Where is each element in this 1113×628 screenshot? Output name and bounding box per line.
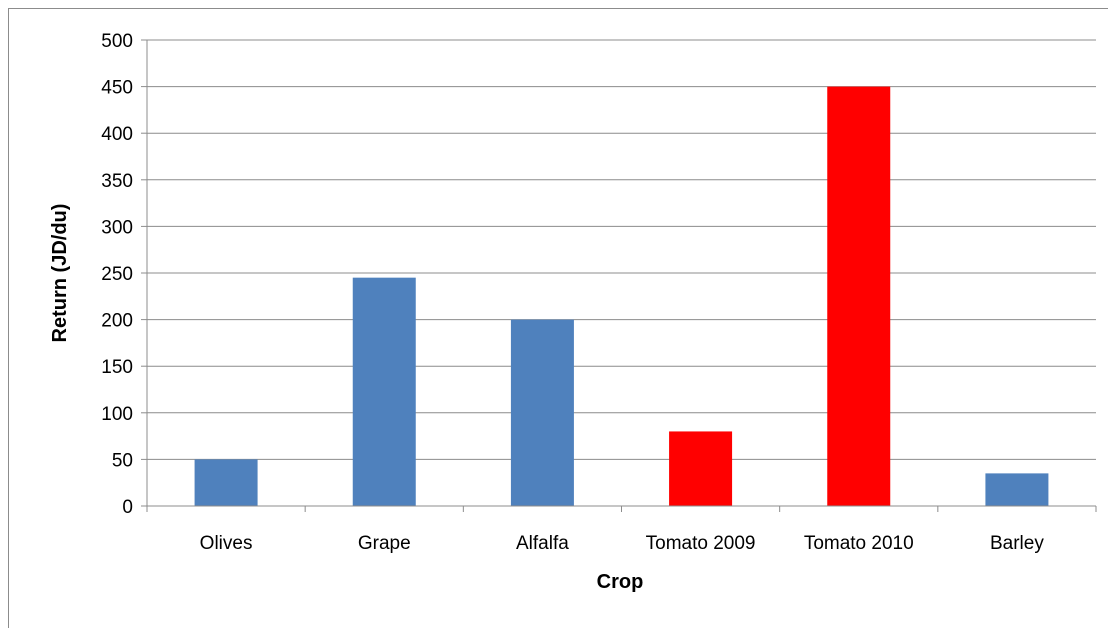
y-tick-label: 450: [101, 78, 133, 99]
x-tick-label: Alfalfa: [516, 533, 569, 554]
y-tick-label: 50: [112, 450, 133, 471]
bar: [194, 459, 258, 506]
y-tick-label: 250: [101, 264, 133, 285]
bar: [985, 473, 1049, 506]
x-tick-label: Olives: [200, 533, 253, 554]
y-tick-label: 200: [101, 311, 133, 332]
x-tick-labels: Olives Grape Alfalfa Tomato 2009 Tomato 2010…: [200, 533, 1045, 554]
y-tick-label: 300: [101, 217, 133, 238]
bar: [669, 431, 733, 506]
bar: [352, 277, 416, 506]
y-tick-label: 350: [101, 171, 133, 192]
y-tick-label: 500: [101, 31, 133, 52]
bar: [510, 319, 574, 506]
y-tick-label: 0: [122, 497, 133, 518]
y-tick-labels: 0 50 100 150 200 250 300 350 400 450 500: [101, 31, 133, 518]
x-tick-label: Tomato 2009: [646, 533, 756, 554]
x-tick-label: Grape: [358, 533, 411, 554]
gridlines: [141, 39, 1096, 507]
axes: [146, 40, 1097, 512]
bars: [194, 86, 1049, 506]
x-tick-label: Barley: [990, 533, 1044, 554]
y-tick-label: 150: [101, 357, 133, 378]
y-tick-label: 100: [101, 404, 133, 425]
chart-frame: [8, 8, 1108, 628]
x-axis-title: Crop: [597, 571, 644, 593]
y-tick-label: 400: [101, 124, 133, 145]
x-tick-label: Tomato 2010: [804, 533, 914, 554]
bar: [827, 86, 891, 506]
y-axis-title: Return (JD/du): [49, 204, 71, 343]
